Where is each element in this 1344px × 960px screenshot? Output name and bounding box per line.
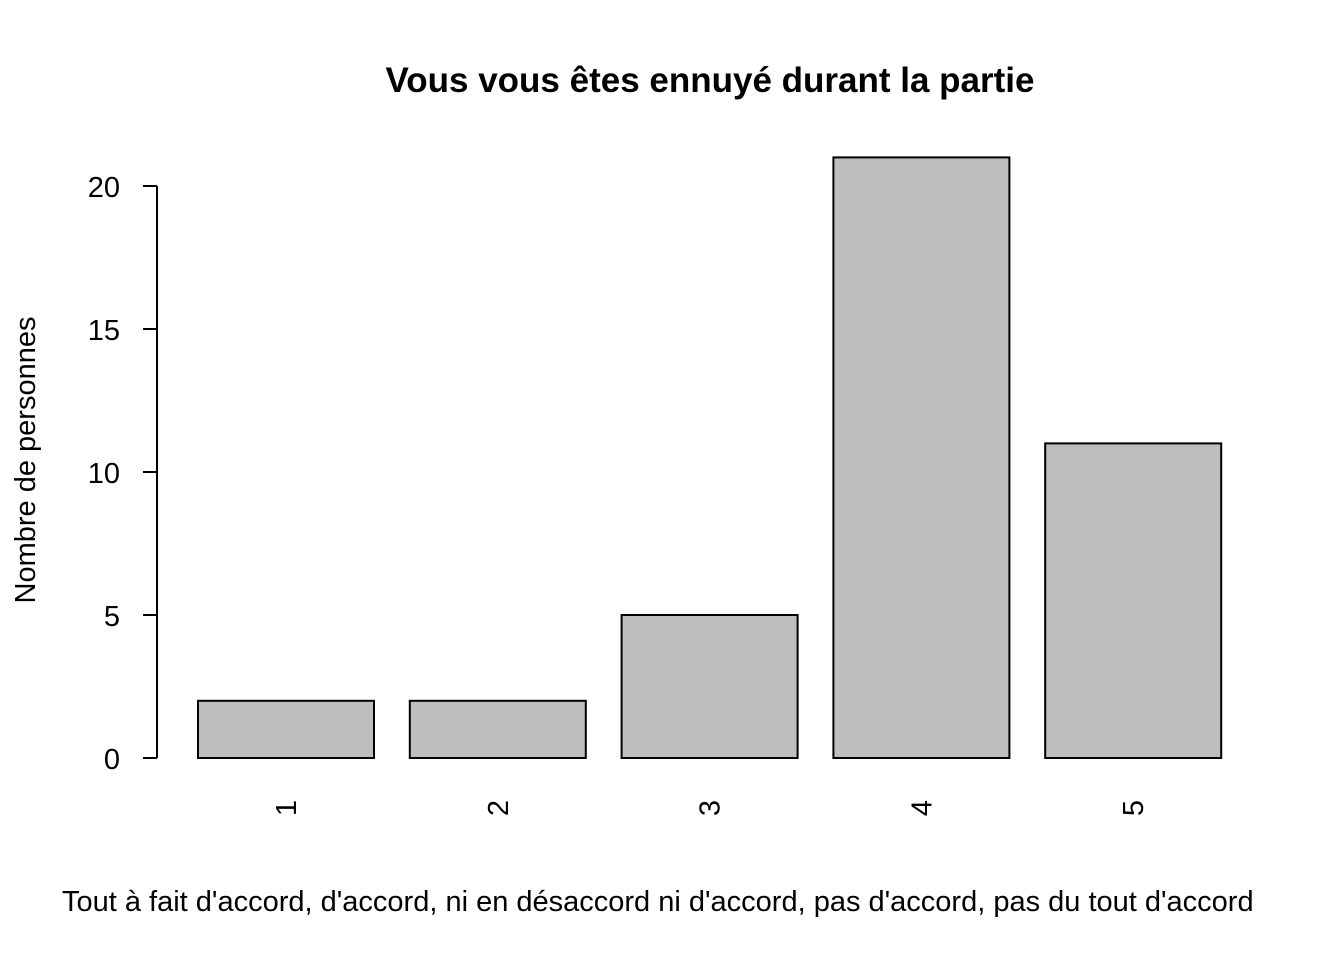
y-axis-label: Nombre de personnes [10, 317, 42, 604]
x-tick-label: 1 [271, 800, 303, 816]
x-tick-label: 5 [1118, 800, 1150, 816]
x-tick-label: 4 [906, 800, 938, 816]
chart-title: Vous vous êtes ennuyé durant la partie [386, 61, 1035, 100]
x-tick-label: 2 [483, 800, 515, 816]
bar-5 [1044, 442, 1223, 759]
y-tick-label: 20 [88, 172, 120, 204]
x-axis-label: Tout à fait d'accord, d'accord, ni en dé… [62, 886, 1254, 918]
x-tick-labels: 1 2 3 4 5 [271, 800, 1150, 816]
bar-1 [197, 699, 375, 759]
x-tick-label: 3 [695, 800, 727, 816]
bar-4 [832, 156, 1011, 759]
bar-2 [408, 699, 587, 759]
bar-3 [620, 614, 799, 759]
y-tick-label: 0 [104, 744, 120, 776]
y-tick-label: 5 [104, 601, 120, 633]
y-tick-label: 10 [88, 458, 120, 490]
bars-group [197, 156, 1223, 759]
y-tick-label: 15 [88, 315, 120, 347]
y-axis: 0 5 10 15 20 [88, 172, 158, 776]
